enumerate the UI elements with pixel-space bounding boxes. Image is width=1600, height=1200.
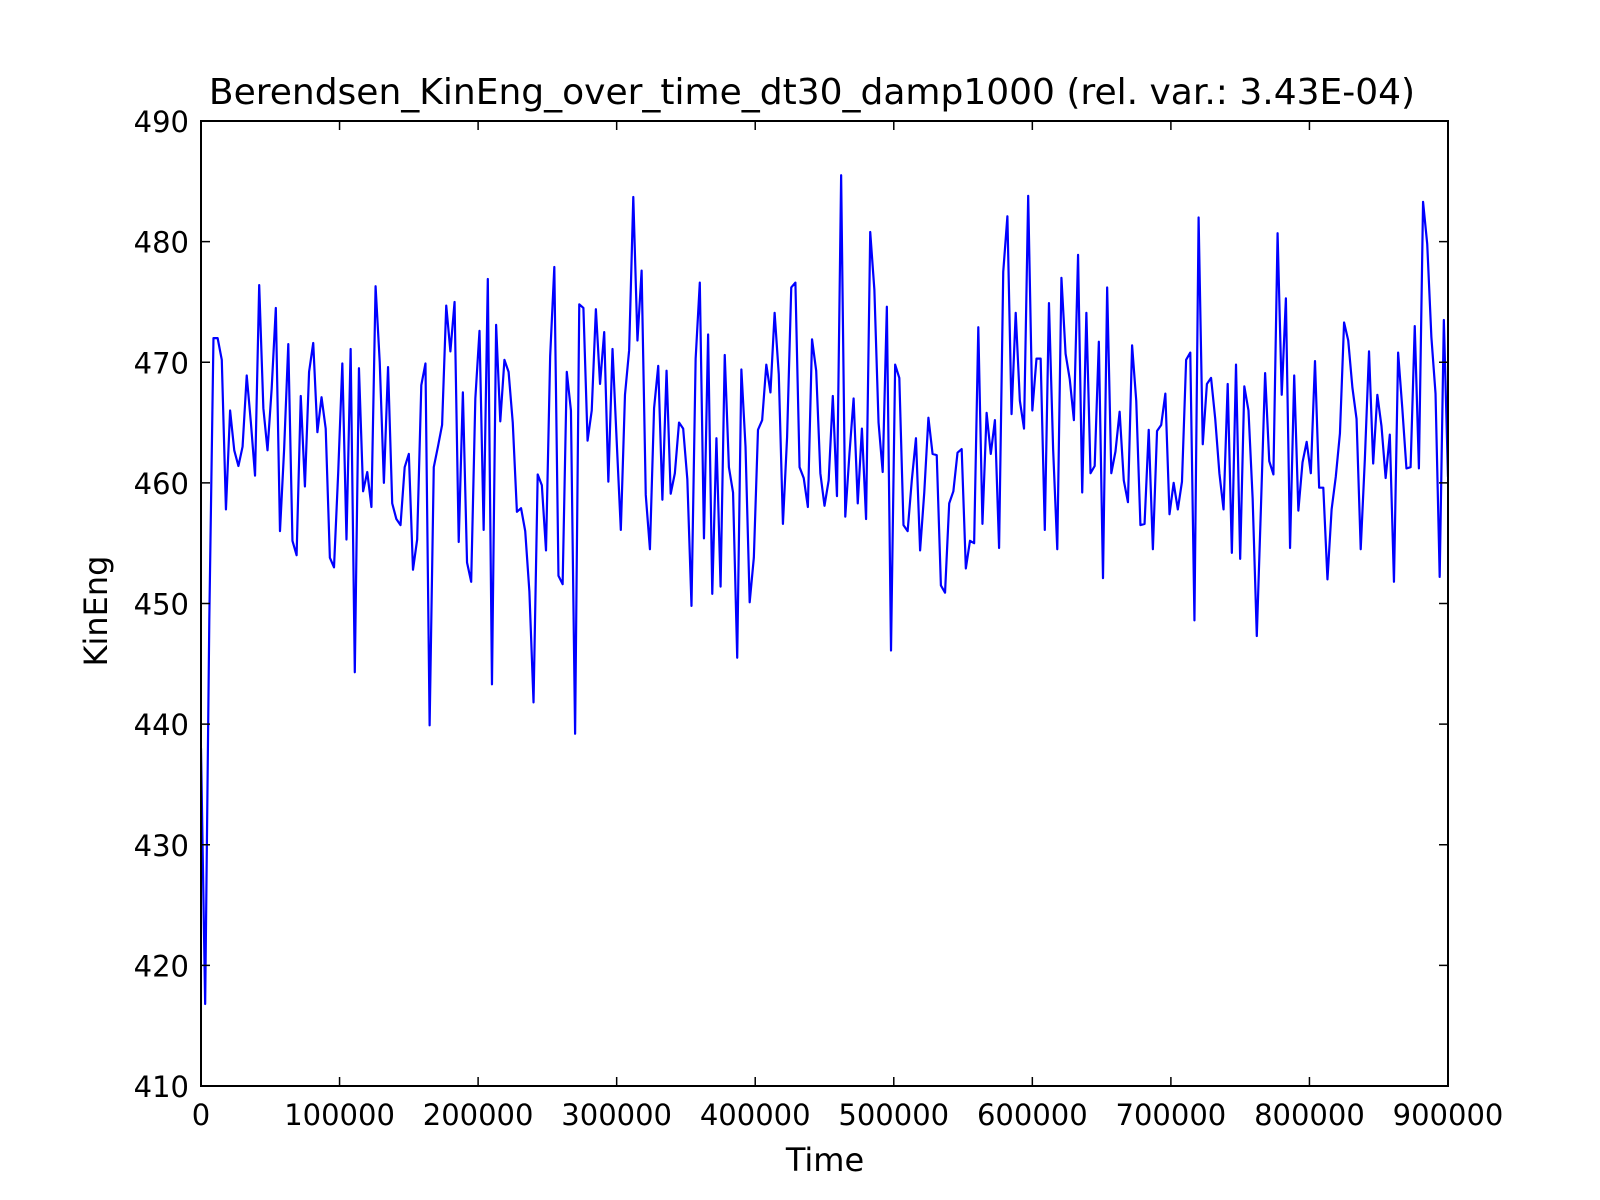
y-axis-label: KinEng [77, 556, 115, 667]
y-tick-label: 410 [134, 1070, 189, 1104]
y-tick-label: 440 [134, 708, 189, 742]
x-tick-label: 800000 [1254, 1098, 1365, 1132]
x-tick-label: 0 [192, 1098, 210, 1132]
y-tick-label: 450 [134, 588, 189, 622]
x-tick-label: 100000 [284, 1098, 395, 1132]
x-tick-label: 400000 [700, 1098, 811, 1132]
x-tick-label: 900000 [1393, 1098, 1504, 1132]
x-tick-label: 700000 [1116, 1098, 1227, 1132]
y-tick-label: 480 [134, 226, 189, 260]
y-tick-label: 470 [134, 346, 189, 380]
series-line-0 [201, 174, 1448, 1006]
y-tick-label: 490 [134, 105, 189, 139]
x-tick-label: 600000 [977, 1098, 1088, 1132]
x-tick-label: 500000 [838, 1098, 949, 1132]
plot-area [201, 174, 1448, 1006]
chart-title: Berendsen_KinEng_over_time_dt30_damp1000… [209, 72, 1415, 113]
x-tick-label: 300000 [561, 1098, 672, 1132]
y-tick-label: 430 [134, 829, 189, 863]
x-tick-label: 200000 [423, 1098, 534, 1132]
y-tick-label: 460 [134, 467, 189, 501]
axes-frame [200, 120, 1449, 1087]
tick-labels: 0 100000 200000 300000 400000 500000 600000 700… [134, 105, 1504, 1132]
y-tick-label: 420 [134, 949, 189, 983]
x-axis-label: Time [785, 1141, 864, 1179]
